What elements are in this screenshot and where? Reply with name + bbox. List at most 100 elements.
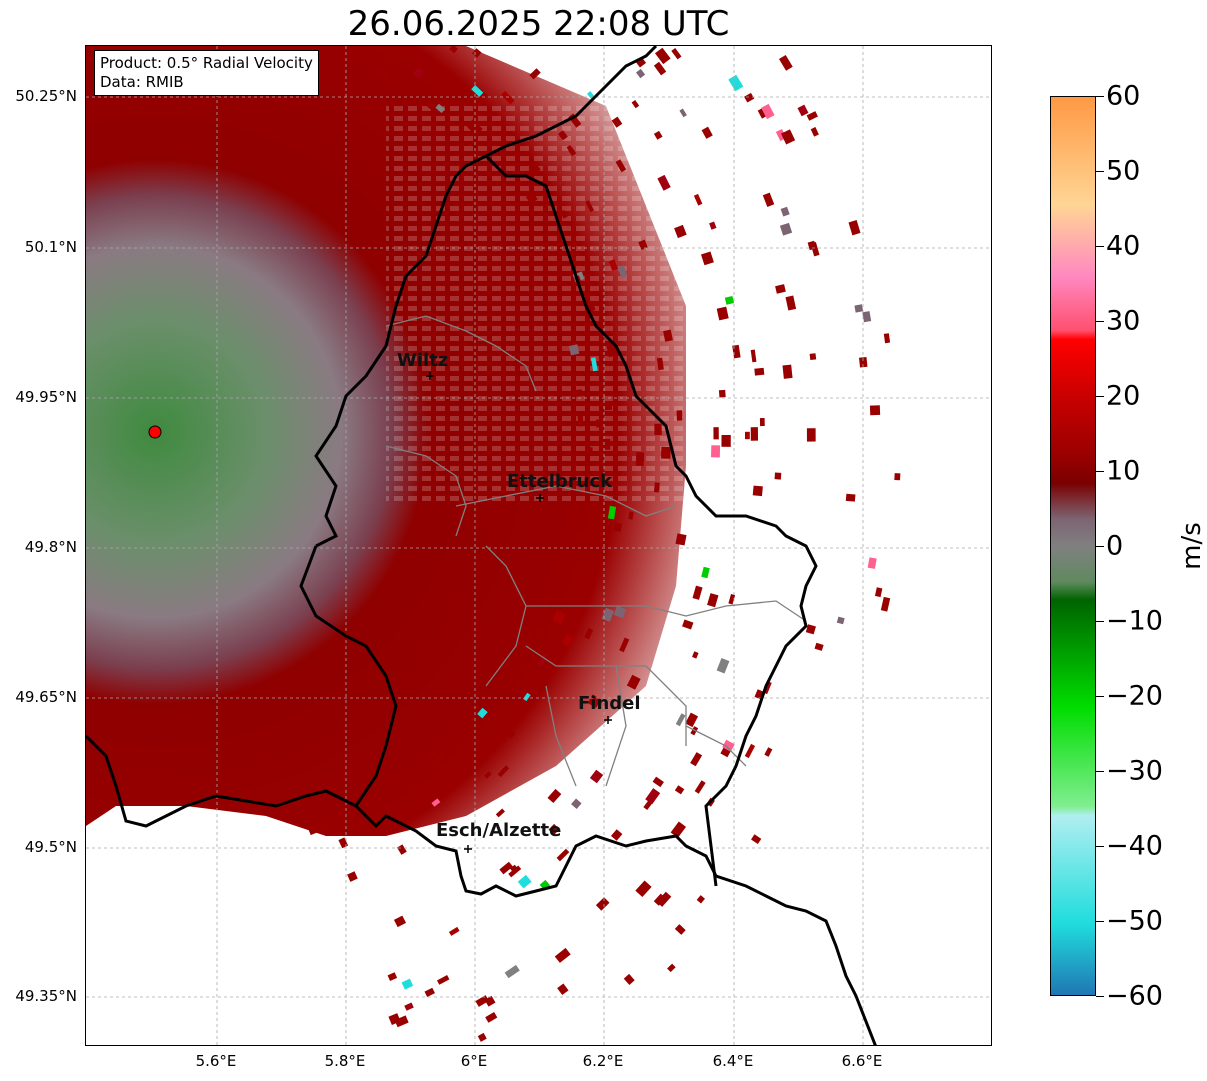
lat-tick-label: 49.95°N [15, 388, 77, 406]
echo-cell [623, 973, 635, 985]
canton-boundaries [385, 315, 807, 787]
echo-cell [599, 444, 605, 453]
echo-cell [483, 771, 492, 779]
echo-cell [692, 651, 699, 659]
echo-cell [785, 295, 797, 311]
echo-cell [836, 616, 845, 625]
echo-cell [671, 47, 682, 60]
echo-cell [617, 265, 628, 279]
echo-cell [497, 765, 510, 778]
echo-cell [558, 130, 568, 141]
echo-cell [674, 785, 685, 795]
echo-cell [397, 844, 407, 855]
echo-cell [682, 619, 694, 630]
echo-cell [679, 108, 687, 118]
echo-cell [732, 344, 741, 359]
radar-site-marker[interactable] [148, 425, 162, 439]
echo-cell [595, 897, 610, 911]
echo-cell [375, 66, 390, 79]
lat-tick-label: 49.5°N [24, 838, 77, 856]
echo-cell [611, 116, 623, 128]
echo-cell [586, 447, 593, 455]
echo-cell [701, 566, 710, 579]
echo-cell [643, 800, 653, 811]
echo-cell [495, 808, 505, 818]
radar-map[interactable] [85, 45, 992, 1046]
echo-cell [635, 68, 646, 79]
echo-cell [779, 222, 793, 236]
echo-cell [685, 712, 699, 728]
city-label-ettelbruck: Ettelbruck [507, 471, 613, 492]
echo-cell [670, 821, 687, 838]
chart-title: 26.06.2025 22:08 UTC [347, 4, 730, 44]
lon-tick-label: 6.4°E [712, 1052, 754, 1070]
colorbar-tick-mark [1096, 246, 1104, 247]
echo-cell [709, 221, 717, 230]
colorbar-tick-mark [1096, 696, 1104, 697]
echo-cell [532, 164, 541, 174]
echo-cell [656, 891, 672, 907]
echo-cell [571, 798, 582, 810]
city-label-wiltz: Wiltz [397, 350, 449, 371]
echo-cell [779, 54, 793, 71]
radar-map-canvas [86, 46, 991, 1045]
echo-cell [585, 200, 595, 213]
echo-cell [525, 192, 538, 204]
echo-cell [750, 427, 759, 441]
echo-cell [510, 687, 521, 699]
echo-cell [656, 357, 664, 371]
echo-cell [613, 522, 622, 532]
echo-cell [716, 306, 729, 321]
echo-cell [718, 389, 726, 398]
lat-tick-label: 49.8°N [24, 538, 77, 556]
colorbar-tick-mark [1096, 546, 1104, 547]
colorbar-tick-label: 60 [1106, 80, 1141, 112]
echo-cell [449, 46, 458, 54]
echo-cell [448, 926, 460, 936]
echo-cell [529, 68, 541, 80]
echo-cell [701, 126, 713, 139]
echo-cell [523, 692, 531, 702]
echo-cell [862, 311, 872, 323]
echo-cell [859, 357, 868, 368]
echo-cell [894, 473, 901, 481]
country-borders [86, 46, 877, 1045]
echo-cell [387, 972, 398, 981]
echo-cell [638, 239, 648, 250]
colorbar-unit-label: m/s [1176, 522, 1207, 570]
echo-cell [675, 533, 687, 546]
echo-cell [775, 284, 786, 294]
colorbar-tick-mark [1096, 96, 1104, 97]
colorbar-tick-mark [1096, 846, 1104, 847]
echo-cell [569, 344, 580, 356]
echo-cell [635, 452, 645, 466]
echo-cell [707, 593, 719, 608]
echo-cell [635, 880, 652, 898]
echo-cell [653, 130, 663, 140]
echo-cell [874, 587, 883, 598]
lon-tick-label: 5.8°E [324, 1052, 366, 1070]
echo-cell [590, 357, 598, 372]
city-markers [426, 372, 612, 853]
echo-cell [432, 752, 446, 765]
echo-cell [585, 581, 593, 591]
echo-cell [477, 707, 488, 719]
echo-cell [693, 193, 703, 206]
echo-cell [557, 983, 569, 996]
echo-cell [694, 780, 706, 794]
echo-cell [556, 848, 570, 862]
echo-cell [692, 585, 703, 600]
echo-cell [661, 446, 671, 459]
echo-cell [754, 367, 765, 376]
echo-cell [722, 739, 735, 752]
echo-cell [721, 435, 731, 447]
echo-cell [674, 224, 687, 239]
echo-cell [652, 776, 664, 788]
echo-cell [713, 427, 719, 440]
echo-cell [532, 625, 544, 636]
echo-cell [494, 706, 503, 715]
echo-cell [425, 98, 442, 114]
echo-cell [501, 90, 515, 105]
lon-tick-label: 6°E [460, 1052, 488, 1070]
echo-cell [653, 61, 667, 76]
